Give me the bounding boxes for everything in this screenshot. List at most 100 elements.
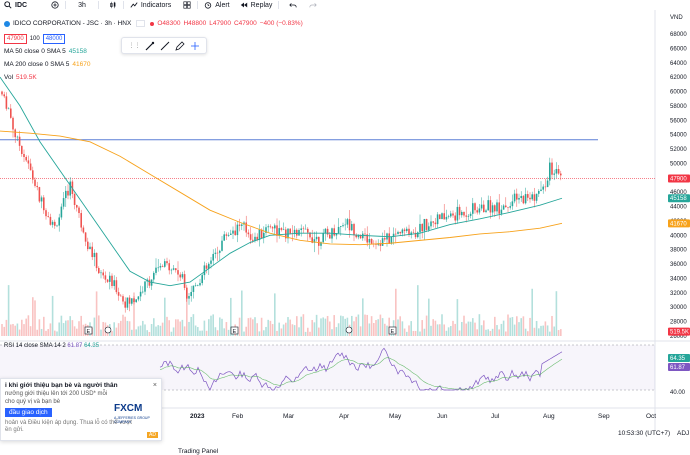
buy-button[interactable]: 48000 bbox=[42, 33, 66, 44]
candle-body bbox=[232, 230, 234, 234]
top-toolbar: IDC 3h Indicators Alert Replay bbox=[0, 0, 690, 10]
drag-handle-icon[interactable]: ⋮⋮ bbox=[128, 43, 141, 49]
chart-area[interactable]: 68000 66000 64000 62000 60000 58000 56000 54000… bbox=[0, 10, 690, 455]
candle-body bbox=[483, 204, 485, 213]
sell-button[interactable]: 47900 bbox=[4, 33, 27, 44]
candle-body bbox=[34, 179, 36, 186]
volume-bar bbox=[47, 329, 49, 336]
candle-body bbox=[252, 239, 254, 241]
candle-body bbox=[344, 224, 346, 226]
drawing-toolbar: ⋮⋮ bbox=[121, 37, 207, 54]
ma50-row[interactable]: MA 50 close 0 SMA 5 45158 bbox=[4, 45, 303, 58]
candle-body bbox=[128, 297, 131, 304]
volume-bar bbox=[551, 315, 553, 336]
volume-bar bbox=[311, 319, 313, 336]
chart-type-button[interactable] bbox=[105, 0, 121, 10]
templates-button[interactable] bbox=[179, 0, 195, 10]
crosshair-icon[interactable] bbox=[190, 41, 200, 51]
volume-bar bbox=[309, 331, 311, 336]
brush-icon[interactable] bbox=[160, 41, 170, 51]
alert-button[interactable]: Alert bbox=[200, 0, 233, 10]
promo-cta-button[interactable]: đầu giao dịch bbox=[5, 408, 52, 417]
volume-tag-text: 519.5K bbox=[670, 330, 689, 336]
volume-bar bbox=[289, 319, 291, 336]
volume-bar bbox=[71, 320, 74, 336]
volume-bar bbox=[124, 316, 126, 336]
volume-bar bbox=[469, 321, 472, 336]
pencil-icon[interactable] bbox=[175, 40, 185, 51]
volume-bar bbox=[546, 325, 549, 336]
rsi-value-2: 64.35 bbox=[84, 343, 100, 349]
volume-bar bbox=[300, 316, 302, 336]
volume-bar bbox=[258, 331, 261, 336]
volume-bar bbox=[102, 321, 104, 336]
volume-bar bbox=[60, 315, 63, 336]
earnings-marker bbox=[230, 326, 239, 335]
volume-bar bbox=[298, 327, 300, 336]
adj-toggle[interactable]: ADJ bbox=[677, 430, 690, 437]
quantity-label: 100 bbox=[29, 35, 40, 42]
candle-body bbox=[168, 263, 170, 271]
ma200-row[interactable]: MA 200 close 0 SMA 5 41670 bbox=[4, 58, 303, 71]
volume-bar bbox=[346, 317, 349, 336]
rsi-value-1: 61.87 bbox=[67, 343, 83, 349]
candle-body bbox=[337, 226, 340, 234]
candle-body bbox=[87, 241, 89, 250]
ma200-line bbox=[0, 130, 563, 246]
symbol-search[interactable]: IDC bbox=[0, 0, 31, 10]
interval-label: 3h bbox=[78, 1, 86, 9]
rsi-legend[interactable]: RSI 14 close SMA 14 2 61.87 64.35 bbox=[4, 343, 99, 349]
candle-body bbox=[399, 231, 401, 234]
candle-body bbox=[135, 299, 137, 303]
replay-button[interactable]: Replay bbox=[236, 0, 277, 10]
volume-bar bbox=[491, 328, 494, 336]
candle-body bbox=[313, 239, 316, 243]
candle-body bbox=[36, 185, 38, 188]
candle-body bbox=[170, 269, 173, 271]
volume-label: Vol bbox=[4, 74, 14, 81]
indicators-button[interactable]: Indicators bbox=[126, 0, 175, 10]
volume-bar bbox=[364, 314, 366, 336]
interval-button[interactable]: 3h bbox=[74, 0, 90, 10]
candle-body bbox=[280, 228, 283, 230]
candle-body bbox=[544, 186, 547, 188]
candle-body bbox=[293, 229, 296, 234]
clock-readout[interactable]: 10:53:30 (UTC+7) bbox=[618, 430, 671, 437]
candle-body bbox=[7, 108, 10, 110]
volume-bar bbox=[181, 319, 184, 336]
last-price-tag-text: 47900 bbox=[670, 177, 687, 183]
candle-body bbox=[89, 246, 91, 250]
volume-bar bbox=[384, 323, 386, 336]
price-tick: 36000 bbox=[670, 262, 687, 268]
promo-popup: × i khi giới thiệu bạn bè và người thân … bbox=[0, 378, 162, 441]
volume-bar bbox=[278, 322, 280, 336]
price-chart[interactable]: 68000 66000 64000 62000 60000 58000 56000 54000… bbox=[0, 10, 690, 455]
volume-bar bbox=[7, 285, 10, 336]
volume-bar bbox=[43, 316, 45, 336]
undo-button[interactable] bbox=[285, 0, 301, 10]
price-tick: 46000 bbox=[670, 190, 687, 196]
candle-body bbox=[227, 234, 230, 236]
legend-change: −400 (−0.83%) bbox=[259, 20, 303, 27]
candle-body bbox=[14, 129, 16, 138]
volume-row[interactable]: Vol 519.5K bbox=[4, 71, 303, 84]
candle-body bbox=[302, 228, 305, 230]
compare-button[interactable] bbox=[47, 0, 63, 10]
ma50-value: 45158 bbox=[68, 48, 87, 55]
candle-body bbox=[498, 202, 500, 214]
redo-button[interactable] bbox=[305, 0, 321, 10]
candle-body bbox=[124, 301, 126, 308]
pen-icon[interactable] bbox=[145, 41, 155, 51]
volume-bar bbox=[205, 330, 208, 336]
trading-panel-tab[interactable]: Trading Panel bbox=[178, 448, 219, 455]
candle-body bbox=[144, 281, 146, 292]
candle-body bbox=[274, 225, 276, 229]
legend-high: H48800 bbox=[183, 20, 207, 27]
volume-bar bbox=[370, 316, 373, 336]
close-icon[interactable]: × bbox=[152, 382, 157, 389]
volume-bar bbox=[113, 322, 115, 336]
volume-bar bbox=[67, 320, 69, 336]
volume-bar bbox=[153, 318, 155, 336]
earnings-marker bbox=[388, 326, 397, 335]
candle-body bbox=[25, 157, 27, 161]
